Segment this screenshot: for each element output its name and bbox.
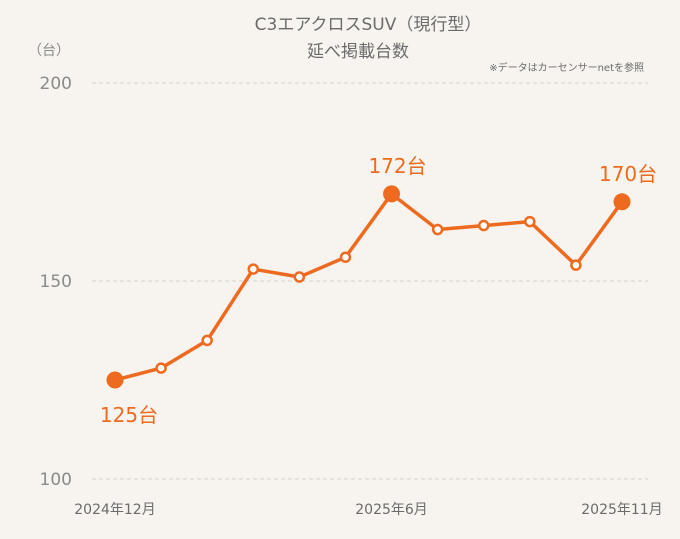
data-source-note: ※データはカーセンサーnetを参照: [489, 61, 644, 74]
y-tick-label: 150: [40, 272, 72, 292]
data-point: [247, 263, 260, 275]
data-point-highlight: [613, 193, 631, 211]
y-tick-label: 200: [40, 74, 72, 94]
data-point: [339, 251, 352, 263]
x-tick-label: 2025年11月: [581, 502, 662, 518]
data-point: [524, 215, 536, 228]
y-tick-label: 100: [40, 470, 72, 490]
data-label: 125台: [100, 403, 158, 427]
x-tick-label: 2024年12月: [74, 502, 155, 518]
chart-title: C3エアクロスSUV（現行型）: [255, 15, 482, 35]
data-point-highlight: [106, 371, 124, 389]
data-point: [431, 223, 444, 236]
data-label: 172台: [368, 154, 426, 178]
y-axis-ticks: 100 150 200: [40, 74, 72, 490]
data-point-highlight: [383, 185, 401, 203]
x-tick-label: 2025年6月: [355, 502, 428, 518]
y-axis-unit: （台）: [28, 43, 70, 59]
series-line: [113, 192, 624, 382]
series-points: [106, 185, 631, 389]
data-point: [293, 271, 306, 283]
gridlines: [92, 82, 648, 480]
data-point: [477, 219, 490, 232]
data-label: 170台: [599, 162, 657, 186]
data-labels: 125台 172台 170台: [100, 154, 657, 427]
data-point: [201, 334, 213, 347]
data-point: [570, 259, 582, 271]
chart-subtitle: 延べ掲載台数: [307, 42, 409, 62]
series-polyline: [113, 192, 624, 382]
data-point: [155, 362, 167, 374]
x-axis-ticks: 2024年12月 2025年6月 2025年11月: [74, 502, 662, 518]
